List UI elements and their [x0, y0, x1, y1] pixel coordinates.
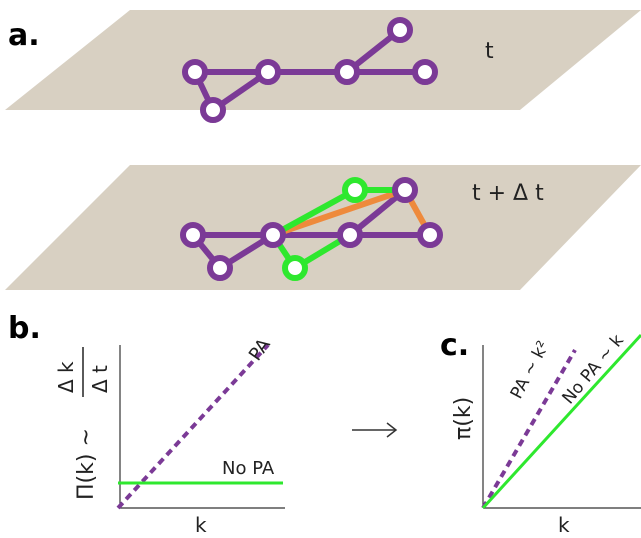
line-label: No PA ~ k [559, 331, 629, 408]
line-label: PA ~ k² [507, 338, 554, 403]
arrow [352, 423, 396, 437]
y-label-denominator: Δ t [88, 365, 112, 393]
time-label: t [485, 39, 494, 64]
time-label: t + Δ t [472, 181, 544, 206]
line-label: No PA [222, 458, 275, 479]
panel-label: c. [440, 328, 469, 363]
x-label: k [558, 513, 570, 537]
y-label-numerator: Δ k [54, 361, 78, 393]
no-pa-line [483, 335, 641, 508]
plane [5, 10, 641, 110]
plane [5, 165, 641, 290]
panel-label: a. [8, 18, 40, 53]
y-label: Π(k) ~ Δ k Δ t [54, 347, 112, 500]
figure: a. t t + Δ t b. PA No PA k Π(k) ~ Δ k [0, 0, 641, 538]
x-label: k [195, 513, 207, 537]
y-label-text: Π(k) ~ [74, 428, 99, 500]
y-label: π(k) [451, 397, 476, 440]
line-label: PA [245, 334, 275, 365]
panel-label: b. [8, 311, 41, 346]
